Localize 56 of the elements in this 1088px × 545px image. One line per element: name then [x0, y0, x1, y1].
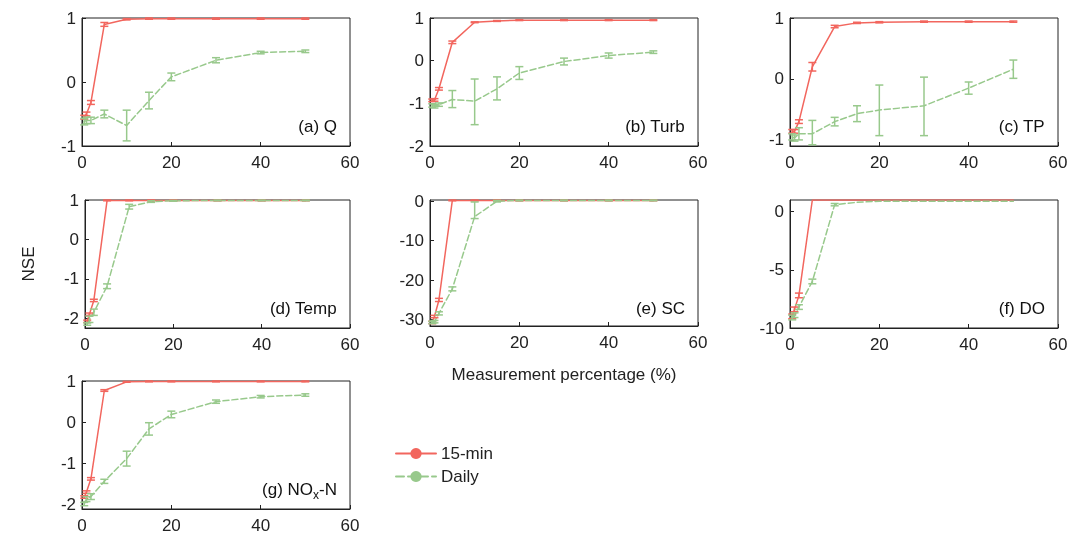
y-tick-label: 0 — [66, 412, 76, 432]
x-tick-label: 20 — [869, 335, 889, 354]
x-tick-label: 20 — [161, 516, 181, 535]
y-tick-label: 1 — [414, 8, 424, 28]
text: (e) SC — [635, 299, 686, 318]
x-tick-label: 60 — [688, 333, 708, 352]
y-tick-label: 1 — [66, 371, 76, 391]
y-tick-label: -10 — [759, 318, 784, 338]
text: (b) Turb — [625, 117, 685, 136]
x-tick-label: 40 — [251, 516, 271, 535]
y-tick-label: 0 — [66, 72, 76, 92]
text: (d) Temp — [269, 299, 337, 318]
y-tick-label: -5 — [768, 260, 784, 280]
x-tick-label: 40 — [959, 153, 979, 172]
legend-label: Daily — [441, 467, 480, 486]
text: (a) Q — [298, 117, 338, 136]
y-tick-label: 1 — [66, 8, 76, 28]
y-tick-label: -10 — [399, 231, 424, 251]
text: (f) DO — [998, 299, 1046, 318]
y-tick-label: 0 — [774, 202, 784, 222]
text: (c) TP — [998, 117, 1045, 136]
x-tick-label: 20 — [509, 153, 529, 172]
x-tick-label: 20 — [869, 153, 889, 172]
x-tick-label: 40 — [959, 335, 979, 354]
y-tick-label: -30 — [399, 310, 424, 330]
x-tick-label: 40 — [251, 153, 271, 172]
x-tick-label: 20 — [163, 335, 183, 354]
y-tick-label: 1 — [774, 8, 784, 28]
y-tick-label: -1 — [768, 130, 784, 150]
x-tick-label: 60 — [340, 153, 360, 172]
x-tick-label: 20 — [509, 333, 529, 352]
y-tick-label: -1 — [63, 269, 79, 289]
y-tick-label: 1 — [69, 190, 79, 210]
x-tick-label: 20 — [161, 153, 181, 172]
y-tick-label: -1 — [60, 454, 76, 474]
y-tick-label: -2 — [60, 495, 76, 515]
y-tick-label: 0 — [69, 229, 79, 249]
x-tick-label: 40 — [599, 153, 619, 172]
x-tick-label: 40 — [252, 335, 272, 354]
y-tick-label: -20 — [399, 270, 424, 290]
x-tick-label: 60 — [1048, 153, 1068, 172]
y-tick-label: 0 — [774, 69, 784, 89]
x-tick-label: 60 — [340, 516, 360, 535]
x-tick-label: 60 — [1048, 335, 1068, 354]
x-tick-label: 60 — [688, 153, 708, 172]
y-tick-label: 0 — [414, 51, 424, 71]
y-tick-label: 0 — [414, 191, 424, 211]
x-axis-title: Measurement percentage (%) — [451, 365, 677, 384]
y-tick-label: -1 — [60, 136, 76, 156]
y-tick-label: -2 — [408, 136, 424, 156]
y-tick-label: -2 — [63, 308, 79, 328]
y-axis-title: NSE — [19, 246, 38, 282]
x-tick-label: 60 — [340, 335, 360, 354]
legend-label: 15-min — [441, 444, 493, 463]
x-tick-label: 40 — [599, 333, 619, 352]
y-tick-label: -1 — [408, 93, 424, 113]
